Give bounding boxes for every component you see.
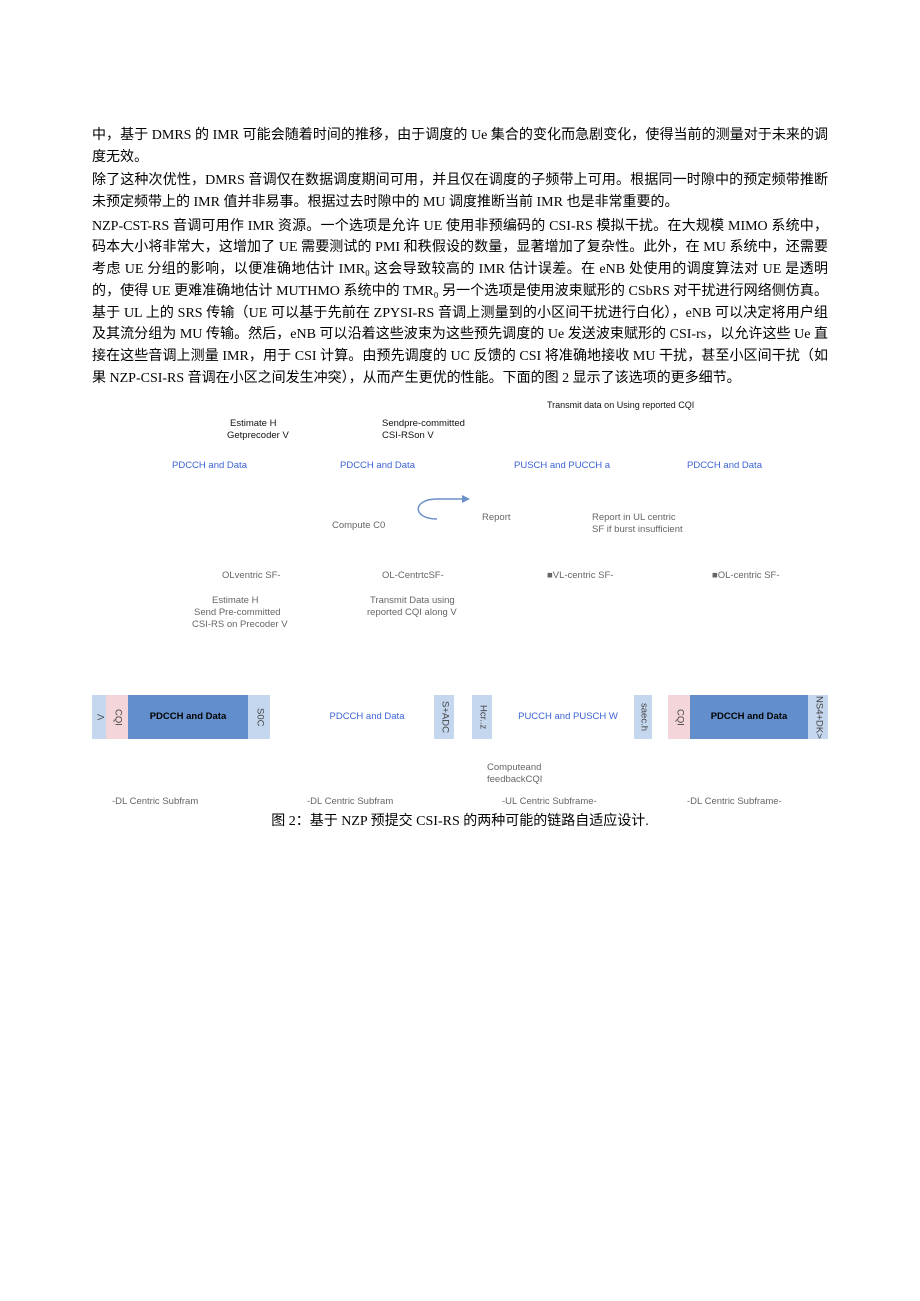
bar-seg-3a: Hcr..z xyxy=(472,695,492,739)
bar-pdcch-2: PDCCH and Data xyxy=(307,695,427,739)
label-transmit-data-2: reported CQI along V xyxy=(367,606,457,621)
label-compute-c0: Compute C0 xyxy=(332,519,385,534)
bar-seg-4b: NS4+DK> xyxy=(808,695,828,739)
figure-2-diagram: Transmit data on Using reported CQI Esti… xyxy=(92,399,828,829)
bar-seg-3b: saec.h xyxy=(634,695,652,739)
bar-pucch-pusch: PUCCH and PUSCH W xyxy=(504,695,632,739)
arrow-loop-icon xyxy=(392,491,472,531)
label-pusch-pucch: PUSCH and PUCCH a xyxy=(514,459,610,474)
label-dl-subframe-3: -DL Centric Subframe- xyxy=(687,795,782,810)
label-dl-subframe-1: -DL Centric Subfram xyxy=(112,795,198,810)
label-ul-subframe: -UL Centric Subframe- xyxy=(502,795,597,810)
bar-seg-4a: CQI xyxy=(668,695,690,739)
bar-seg-2a: S+ADC xyxy=(434,695,454,739)
label-dl-subframe-2: -DL Centric Subfram xyxy=(307,795,393,810)
paragraph-3: NZP-CST-RS 音调可用作 IMR 资源。一个选项是允许 UE 使用非预编… xyxy=(92,216,828,390)
label-ol-centric-sf: OL-CentrtcSF- xyxy=(382,569,444,584)
bar-seg-1c: S0C xyxy=(248,695,270,739)
label-report: Report xyxy=(482,511,511,526)
label-get-precoder: Getprecoder V xyxy=(227,429,289,444)
label-pdcch-2: PDCCH and Data xyxy=(340,459,415,474)
label-vl-centric-sf: ■VL-centric SF- xyxy=(547,569,613,584)
label-transmit-top: Transmit data on Using reported CQI xyxy=(547,399,694,413)
bar-seg-1a: Λ xyxy=(92,695,106,739)
figure-caption: 图 2：基于 NZP 预提交 CSI-RS 的两种可能的链路自适应设计. xyxy=(92,811,828,833)
bar-pdcch-4: PDCCH and Data xyxy=(690,695,808,739)
label-csirs-precoder-v: CSI-RS on Precoder V xyxy=(192,618,288,633)
label-olventric-sf: OLventric SF- xyxy=(222,569,281,584)
label-compute-fb-2: feedbackCQI xyxy=(487,773,542,788)
label-csirs-on-v: CSI-RSon V xyxy=(382,429,434,444)
bar-seg-1b: CQI xyxy=(106,695,128,739)
paragraph-1: 中，基于 DMRS 的 IMR 可能会随着时间的推移，由于调度的 Ue 集合的变… xyxy=(92,125,828,168)
document-page: 中，基于 DMRS 的 IMR 可能会随着时间的推移，由于调度的 Ue 集合的变… xyxy=(0,0,920,889)
label-pdcch-3: PDCCH and Data xyxy=(687,459,762,474)
label-ol-centric-sf-2: ■OL-centric SF- xyxy=(712,569,780,584)
label-pdcch-1: PDCCH and Data xyxy=(172,459,247,474)
paragraph-2: 除了这种次优性，DMRS 音调仅在数据调度期间可用，并且仅在调度的子频带上可用。… xyxy=(92,170,828,213)
bar-pdcch-1: PDCCH and Data xyxy=(128,695,248,739)
label-report-ul-2: SF if burst insufficient xyxy=(592,523,683,538)
